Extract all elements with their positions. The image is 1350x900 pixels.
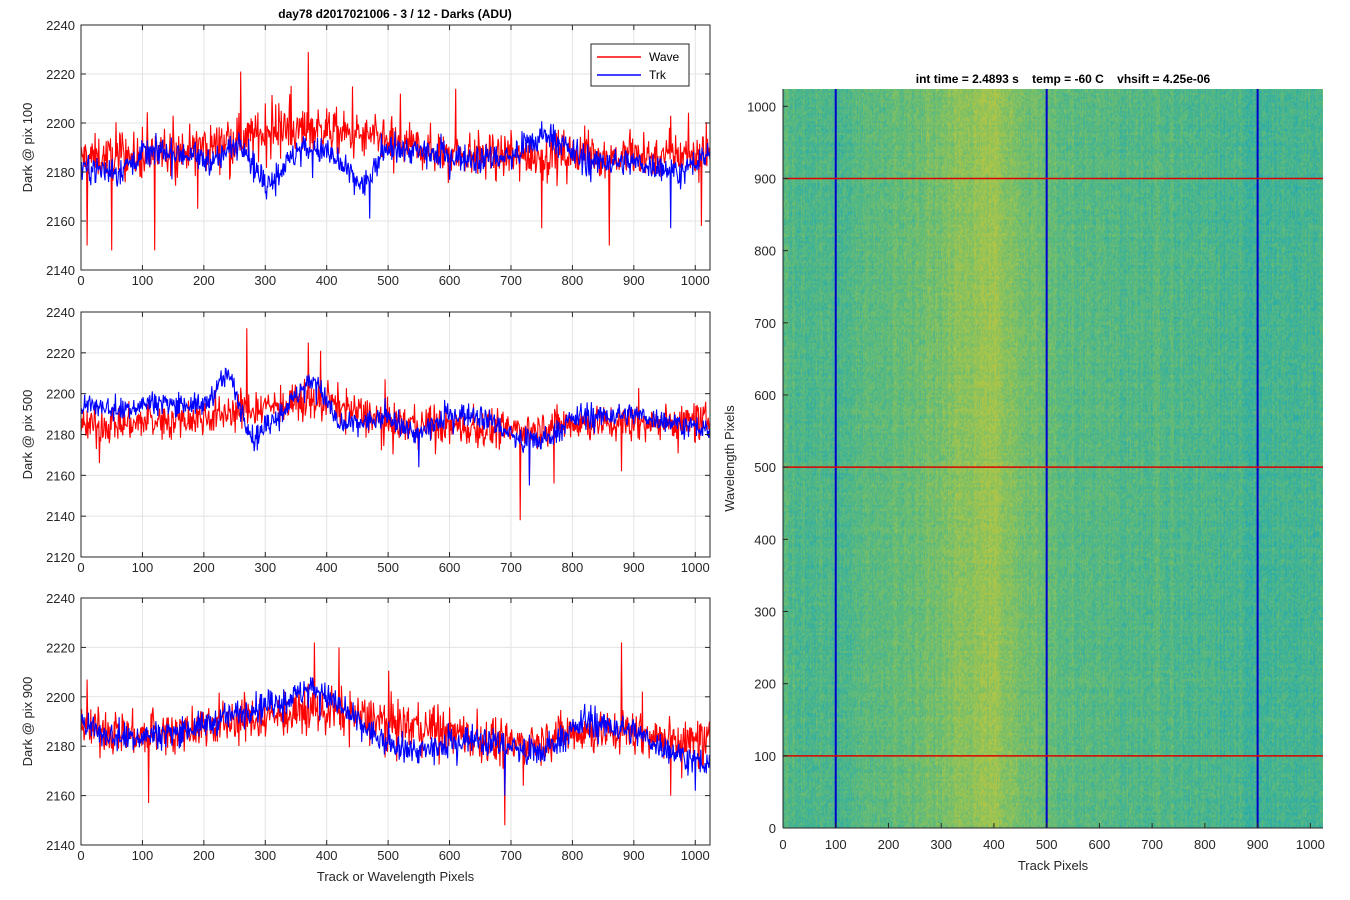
x-tick-label: 700 <box>500 560 522 575</box>
y-tick-label: 800 <box>754 244 776 259</box>
y-tick-label: 400 <box>754 532 776 547</box>
y-tick-label: 600 <box>754 388 776 403</box>
x-tick-label: 100 <box>132 560 154 575</box>
x-tick-label: 0 <box>77 848 84 863</box>
x-tick-label: 700 <box>500 273 522 288</box>
x-tick-label: 500 <box>377 848 399 863</box>
x-tick-label: 800 <box>562 273 584 288</box>
legend-label-wave: Wave <box>649 50 680 64</box>
heatmap-panel: 0 100 200 300 400 500 600 700 800 900 1000 0 100 200 3… <box>722 72 1325 873</box>
y-tick-label: 0 <box>769 821 776 836</box>
x-tick-label: 700 <box>500 848 522 863</box>
x-tick-label: 900 <box>623 273 645 288</box>
y-tick-label: 700 <box>754 316 776 331</box>
x-tick-label: 300 <box>254 560 276 575</box>
x-tick-label: 400 <box>316 848 338 863</box>
x-tick-label: 800 <box>1194 837 1216 852</box>
y-tick-label: 300 <box>754 604 776 619</box>
line-panel-pix-500: 0 100 200 300 400 500 600 700 800 900 1000 2120 2140… <box>20 305 711 575</box>
y-tick-label: 2180 <box>46 428 75 443</box>
y-tick-label: 200 <box>754 677 776 692</box>
y-tick-label: 2220 <box>46 640 75 655</box>
heatmap-title: int time = 2.4893 s temp = -60 C vhsift … <box>916 72 1211 86</box>
figure-title: day78 d2017021006 - 3 / 12 - Darks (ADU) <box>278 7 511 21</box>
x-tick-label: 400 <box>316 273 338 288</box>
y-tick-label: 2240 <box>46 591 75 606</box>
x-tick-label: 100 <box>825 837 847 852</box>
x-tick-label: 900 <box>623 848 645 863</box>
x-tick-label: 1000 <box>681 560 710 575</box>
series-line-trk <box>80 121 711 229</box>
x-tick-label: 300 <box>254 273 276 288</box>
x-axis-label: Track Pixels <box>1018 858 1089 873</box>
x-tick-label: 900 <box>1247 837 1269 852</box>
x-tick-label: 800 <box>562 560 584 575</box>
y-tick-label: 2220 <box>46 67 75 82</box>
y-axis-label: Dark @ pix 500 <box>20 390 35 480</box>
y-tick-label: 2180 <box>46 165 75 180</box>
series-line-trk <box>80 677 711 796</box>
y-tick-label: 2200 <box>46 116 75 131</box>
x-tick-label: 1000 <box>681 273 710 288</box>
x-tick-label: 300 <box>254 848 276 863</box>
x-tick-label: 400 <box>316 560 338 575</box>
y-axis-label: Dark @ pix 900 <box>20 677 35 767</box>
line-panel-pix-100: 0 100 200 300 400 500 600 700 800 900 1000 2140 2160… <box>20 18 711 288</box>
y-tick-label: 2220 <box>46 346 75 361</box>
y-tick-label: 2200 <box>46 690 75 705</box>
series-line-wave <box>80 51 711 251</box>
y-tick-label: 2160 <box>46 789 75 804</box>
y-tick-label: 100 <box>754 749 776 764</box>
x-tick-label: 900 <box>623 560 645 575</box>
y-tick-label: 900 <box>754 171 776 186</box>
x-tick-label: 500 <box>377 273 399 288</box>
x-tick-label: 1000 <box>1296 837 1325 852</box>
x-tick-label: 600 <box>439 273 461 288</box>
y-tick-label: 2160 <box>46 468 75 483</box>
plot-frame <box>80 24 711 271</box>
x-tick-label: 500 <box>1036 837 1058 852</box>
x-tick-label: 600 <box>1089 837 1111 852</box>
y-tick-label: 2240 <box>46 305 75 320</box>
heatmap-image <box>783 89 1323 828</box>
x-tick-label: 200 <box>193 560 215 575</box>
line-panel-pix-900: 0 100 200 300 400 500 600 700 800 900 1000 2140 2160… <box>20 591 711 884</box>
y-tick-label: 2140 <box>46 838 75 853</box>
plot-frame <box>80 597 711 846</box>
x-tick-label: 300 <box>930 837 952 852</box>
legend-box <box>590 43 690 87</box>
y-axis-label: Dark @ pix 100 <box>20 103 35 193</box>
x-tick-label: 600 <box>439 848 461 863</box>
y-tick-label: 2180 <box>46 739 75 754</box>
y-tick-label: 2140 <box>46 509 75 524</box>
y-tick-label: 2120 <box>46 550 75 565</box>
y-tick-label: 500 <box>754 460 776 475</box>
x-tick-label: 600 <box>439 560 461 575</box>
y-tick-label: 2140 <box>46 263 75 278</box>
x-tick-label: 100 <box>132 848 154 863</box>
x-tick-label: 200 <box>193 273 215 288</box>
x-tick-label: 400 <box>983 837 1005 852</box>
y-axis-label: Wavelength Pixels <box>722 405 737 512</box>
legend-label-trk: Trk <box>649 68 667 82</box>
x-tick-label: 800 <box>562 848 584 863</box>
y-tick-label: 1000 <box>747 99 776 114</box>
x-tick-label: 1000 <box>681 848 710 863</box>
y-tick-label: 2240 <box>46 18 75 33</box>
y-tick-label: 2200 <box>46 387 75 402</box>
x-axis-label: Track or Wavelength Pixels <box>317 869 475 884</box>
x-tick-label: 200 <box>878 837 900 852</box>
x-tick-label: 200 <box>193 848 215 863</box>
series-line-trk <box>80 367 711 486</box>
x-tick-label: 0 <box>77 560 84 575</box>
y-tick-label: 2160 <box>46 214 75 229</box>
x-tick-label: 0 <box>77 273 84 288</box>
x-tick-label: 700 <box>1141 837 1163 852</box>
x-tick-label: 0 <box>779 837 786 852</box>
x-tick-label: 100 <box>132 273 154 288</box>
x-tick-label: 500 <box>377 560 399 575</box>
